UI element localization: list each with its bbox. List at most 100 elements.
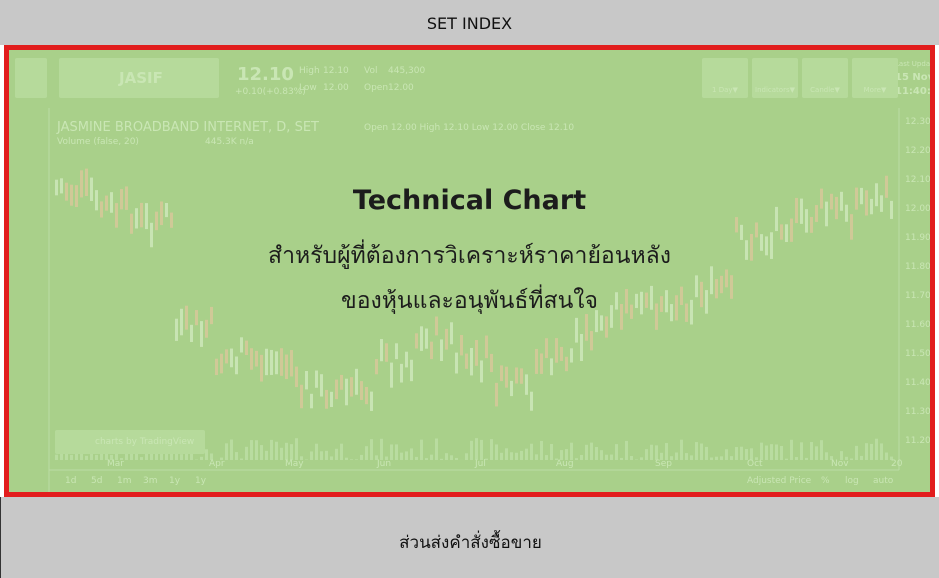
decor-volume (90, 453, 93, 460)
range-button[interactable]: 1m (117, 476, 132, 486)
decor-candle (530, 391, 533, 411)
decor-candle (220, 353, 223, 374)
decor-candle (670, 304, 673, 322)
decor-volume (55, 454, 58, 460)
decor-candle (470, 347, 473, 376)
decor-candle (795, 197, 798, 224)
decor-volume (845, 456, 848, 460)
decor-volume (695, 442, 698, 460)
range-button[interactable]: 1y (195, 476, 207, 486)
decor-volume (805, 457, 808, 460)
decor-candle (65, 182, 68, 201)
decor-candle (480, 360, 483, 383)
decor-candle (800, 198, 803, 224)
credit: charts by TradingView (95, 437, 195, 447)
decor-volume (625, 440, 628, 460)
range-button[interactable]: 5d (91, 476, 103, 486)
decor-candle (235, 356, 238, 375)
decor-candle (490, 353, 493, 373)
decor-volume (650, 444, 653, 460)
decor-volume (485, 458, 488, 460)
chart-option[interactable]: log (845, 476, 859, 486)
credit-box[interactable] (55, 430, 205, 454)
decor-candle (675, 295, 678, 321)
decor-candle (85, 168, 88, 197)
decor-candle (560, 346, 563, 361)
range-button[interactable]: 1y (169, 476, 181, 486)
decor-candle (525, 374, 528, 395)
price-axis-label: 12.30 (905, 117, 931, 127)
decor-volume (240, 458, 243, 460)
range-button[interactable]: 3m (143, 476, 158, 486)
decor-volume (745, 448, 748, 460)
decor-candle (420, 326, 423, 351)
decor-candle (750, 233, 753, 261)
decor-volume (245, 446, 248, 460)
price-axis-label: 11.60 (905, 320, 931, 330)
decor-volume (750, 448, 753, 460)
decor-volume (670, 456, 673, 460)
chart-panel: JASIF 12.10 +0.10(+0.83%) Last Update 15… (4, 45, 935, 497)
decor-volume (200, 456, 203, 460)
decor-volume (580, 454, 583, 460)
decor-volume (575, 458, 578, 460)
decor-candle (645, 292, 648, 308)
decor-candle (680, 286, 683, 306)
decor-candle (705, 290, 708, 314)
decor-volume (675, 452, 678, 460)
decor-candle (870, 198, 873, 215)
decor-candle (230, 348, 233, 368)
toolbar-button[interactable] (702, 58, 748, 98)
chart-option[interactable]: Adjusted Price (747, 476, 812, 486)
decor-candle (435, 316, 438, 336)
toolbar-label: More▼ (863, 86, 887, 94)
decor-candle (875, 183, 878, 207)
toolbar-button[interactable] (852, 58, 898, 98)
decor-candle (255, 350, 258, 367)
toolbar-button[interactable] (752, 58, 798, 98)
decor-candle (500, 365, 503, 382)
range-button[interactable]: 1d (65, 476, 77, 486)
decor-candle (100, 201, 103, 218)
decor-volume (220, 457, 223, 460)
decor-candle (610, 305, 613, 328)
decor-volume (870, 443, 873, 460)
decor-candle (770, 232, 773, 259)
price-axis-label: 11.20 (905, 436, 931, 446)
decor-volume (95, 454, 98, 460)
decor-candle (495, 382, 498, 407)
decor-volume (210, 453, 213, 460)
chart-option[interactable]: auto (873, 476, 894, 486)
header-bar: SET INDEX (0, 0, 939, 45)
decor-volume (815, 446, 818, 460)
decor-volume (430, 454, 433, 460)
decor-volume (270, 439, 273, 460)
decor-candle (125, 186, 128, 210)
chart-option[interactable]: % (821, 476, 830, 486)
decor-candle (245, 340, 248, 356)
decor-volume (415, 456, 418, 460)
decor-volume (535, 454, 538, 460)
price-axis-label: 12.10 (905, 175, 931, 185)
decor-candle (455, 352, 458, 374)
decor-volume (230, 439, 233, 460)
price-axis-label: 11.90 (905, 233, 931, 243)
decor-volume (310, 451, 313, 460)
toolbar-button[interactable] (802, 58, 848, 98)
decor-candle (90, 177, 93, 201)
decor-volume (795, 457, 798, 460)
decor-volume (525, 448, 528, 460)
decor-volume (385, 456, 388, 460)
decor-volume (325, 450, 328, 460)
decor-volume (445, 453, 448, 460)
price-change: +0.10(+0.83%) (235, 87, 306, 97)
decor-candle (95, 190, 98, 211)
symbol-box[interactable] (59, 58, 219, 98)
decor-volume (175, 449, 178, 460)
decor-volume (395, 444, 398, 460)
decor-candle (115, 203, 118, 228)
decor-volume (120, 458, 123, 460)
decor-candle (360, 381, 363, 400)
decor-volume (755, 457, 758, 460)
decor-candle (370, 391, 373, 411)
